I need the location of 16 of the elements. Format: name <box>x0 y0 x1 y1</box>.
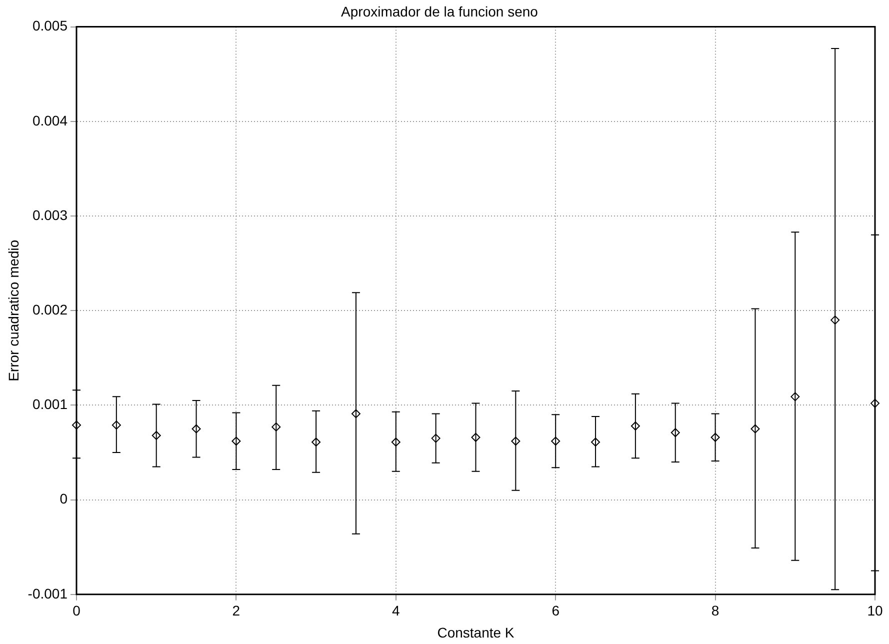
y-tick-label: 0.002 <box>32 301 68 318</box>
x-tick-label: 2 <box>232 602 240 619</box>
y-tick-label: 0.004 <box>32 112 68 128</box>
y-tick-label: -0.001 <box>28 585 68 602</box>
x-tick-label: 6 <box>552 602 560 619</box>
x-tick-label: 8 <box>711 602 720 619</box>
x-tick-label: 0 <box>72 602 81 619</box>
x-tick-label: 4 <box>392 602 400 619</box>
chart-title: Aproximador de la funcion seno <box>341 3 538 20</box>
x-tick-label: 10 <box>867 602 883 619</box>
x-axis-title: Constante K <box>437 624 515 640</box>
y-axis-title: Error cuadratico medio <box>5 240 22 382</box>
y-tick-label: 0.003 <box>32 206 68 223</box>
y-tick-label: 0 <box>60 490 68 507</box>
y-tick-label: 0.001 <box>32 396 68 412</box>
y-tick-label: 0.005 <box>32 18 68 34</box>
